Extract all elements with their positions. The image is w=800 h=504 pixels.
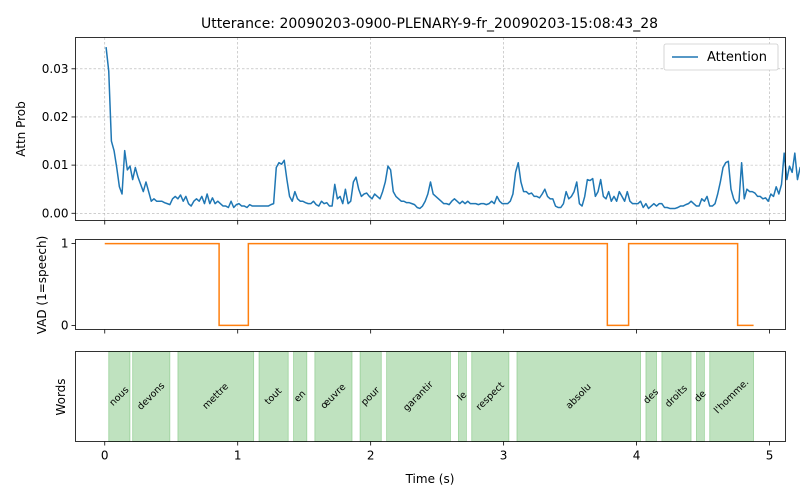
x-tick-label: 0 — [101, 449, 109, 463]
vad-y-tick-label: 1 — [61, 237, 69, 251]
word-label: de — [692, 388, 708, 404]
x-tick-label: 3 — [500, 449, 508, 463]
word-label: le — [456, 390, 470, 404]
vad-line — [104, 242, 754, 327]
attention-y-tick-label: 0.01 — [42, 158, 69, 172]
word-span — [661, 351, 692, 442]
vad-ylabel: VAD (1=speech) — [35, 236, 49, 335]
chart-title: Utterance: 20090203-0900-PLENARY-9-fr_20… — [201, 16, 658, 32]
attention-y-tick-label: 0.00 — [42, 206, 69, 220]
word-span — [386, 351, 451, 442]
vad-y-tick-label: 0 — [61, 318, 69, 332]
word-span — [314, 351, 353, 442]
word-span — [177, 351, 255, 442]
word-label: des — [641, 387, 661, 407]
word-span — [471, 351, 510, 442]
legend: Attention — [663, 43, 779, 71]
x-tick-label: 2 — [367, 449, 375, 463]
word-span — [709, 351, 754, 442]
x-tick-label: 5 — [766, 449, 774, 463]
word-span — [258, 351, 289, 442]
attention-y-tick-label: 0.03 — [42, 62, 69, 76]
x-axis-label: Time (s) — [405, 472, 455, 486]
vad-panel: 0 1 VAD (1=speech) — [35, 236, 786, 335]
words-ylabel: Words — [54, 378, 68, 415]
attention-panel: 0.00 0.01 0.02 0.03 Attn Prob Attention — [14, 37, 800, 225]
attention-y-tick-label: 0.02 — [42, 110, 69, 124]
attention-ylabel: Attn Prob — [14, 101, 28, 156]
x-tick-label: 1 — [234, 449, 242, 463]
x-tick-label: 4 — [633, 449, 641, 463]
legend-label-attention: Attention — [707, 50, 767, 65]
words-panel: nous devons mettre tout en œuvre pour garantir l… — [54, 351, 786, 463]
word-span — [516, 351, 641, 442]
attention-line — [105, 47, 800, 210]
